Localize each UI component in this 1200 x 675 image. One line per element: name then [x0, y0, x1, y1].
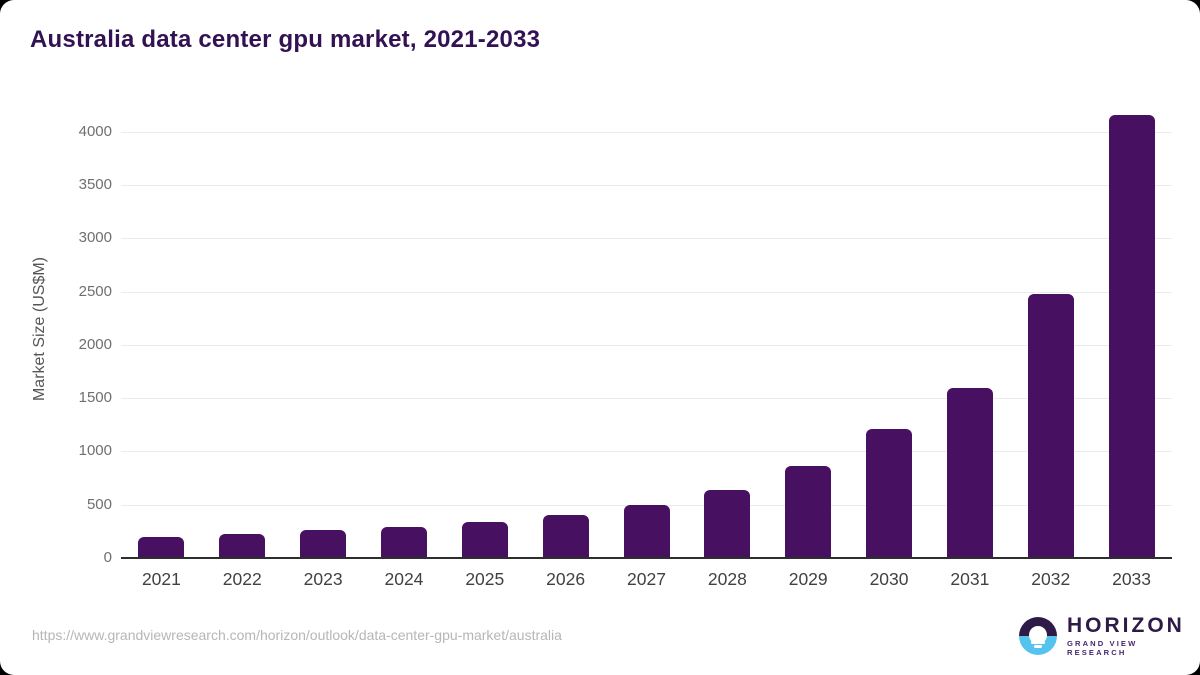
x-tick-label-2029: 2029 — [788, 569, 828, 589]
gridline-3500 — [121, 185, 1172, 187]
y-tick-label-3000: 3000 — [78, 229, 112, 247]
x-tick-label-2030: 2030 — [869, 569, 909, 589]
y-tick-label-0: 0 — [103, 549, 112, 566]
y-tick-label-4000: 4000 — [78, 122, 112, 140]
gridline-1000 — [121, 451, 1172, 453]
logo-subtitle: GRAND VIEW RESEARCH — [1067, 639, 1138, 657]
x-tick-label-2023: 2023 — [303, 569, 343, 589]
gridline-2000 — [121, 344, 1172, 346]
plot-area — [121, 100, 1172, 559]
x-tick-label-2033: 2033 — [1112, 569, 1152, 589]
y-tick-label-1000: 1000 — [78, 442, 112, 460]
bar-2022 — [219, 533, 266, 558]
bar-2032 — [1027, 293, 1074, 558]
sun-circle — [1029, 626, 1047, 644]
bar-2029 — [785, 466, 832, 558]
bar-2027 — [623, 504, 670, 558]
x-tick-label-2022: 2022 — [222, 569, 262, 589]
chart-title: Australia data center gpu market, 2021-2… — [30, 26, 541, 53]
x-tick-label-2024: 2024 — [384, 569, 424, 589]
x-tick-label-2027: 2027 — [627, 569, 666, 589]
horizon-sun-over-water-icon — [1019, 617, 1057, 655]
horizon-logo: HORIZON GRAND VIEW RESEARCH — [1019, 615, 1200, 657]
water-line-icon — [1034, 645, 1042, 648]
x-tick-label-2028: 2028 — [707, 569, 747, 589]
y-tick-label-2000: 2000 — [78, 335, 112, 353]
y-tick-label-1500: 1500 — [78, 389, 112, 407]
bar-2031 — [946, 387, 993, 558]
bar-2028 — [704, 489, 751, 558]
bar-2025 — [461, 522, 508, 558]
x-tick-label-2026: 2026 — [546, 569, 586, 589]
y-tick-label-3500: 3500 — [78, 176, 112, 194]
y-tick-label-2500: 2500 — [78, 282, 112, 300]
x-tick-label-2025: 2025 — [465, 569, 505, 589]
logo-text: HORIZON GRAND VIEW RESEARCH — [1067, 615, 1200, 657]
bar-2023 — [300, 529, 347, 558]
gridline-4000 — [121, 131, 1172, 133]
bar-2024 — [380, 526, 427, 558]
gridline-3000 — [121, 238, 1172, 240]
bar-2030 — [866, 429, 913, 558]
bar-2021 — [138, 536, 185, 558]
source-url: https://www.grandviewresearch.com/horizo… — [32, 627, 562, 643]
gridline-2500 — [121, 291, 1172, 293]
x-axis-line — [121, 557, 1172, 559]
x-tick-label-2021: 2021 — [141, 569, 181, 589]
x-tick-label-2031: 2031 — [950, 569, 990, 589]
logo-name: HORIZON — [1067, 614, 1185, 637]
y-axis-title: Market Size (US$M) — [31, 256, 48, 402]
y-tick-label-500: 500 — [86, 495, 112, 513]
water-line-icon — [1031, 641, 1045, 644]
x-tick-label-2032: 2032 — [1031, 569, 1071, 589]
gridline-1500 — [121, 398, 1172, 400]
bar-2026 — [542, 514, 589, 558]
bar-2033 — [1108, 114, 1155, 558]
